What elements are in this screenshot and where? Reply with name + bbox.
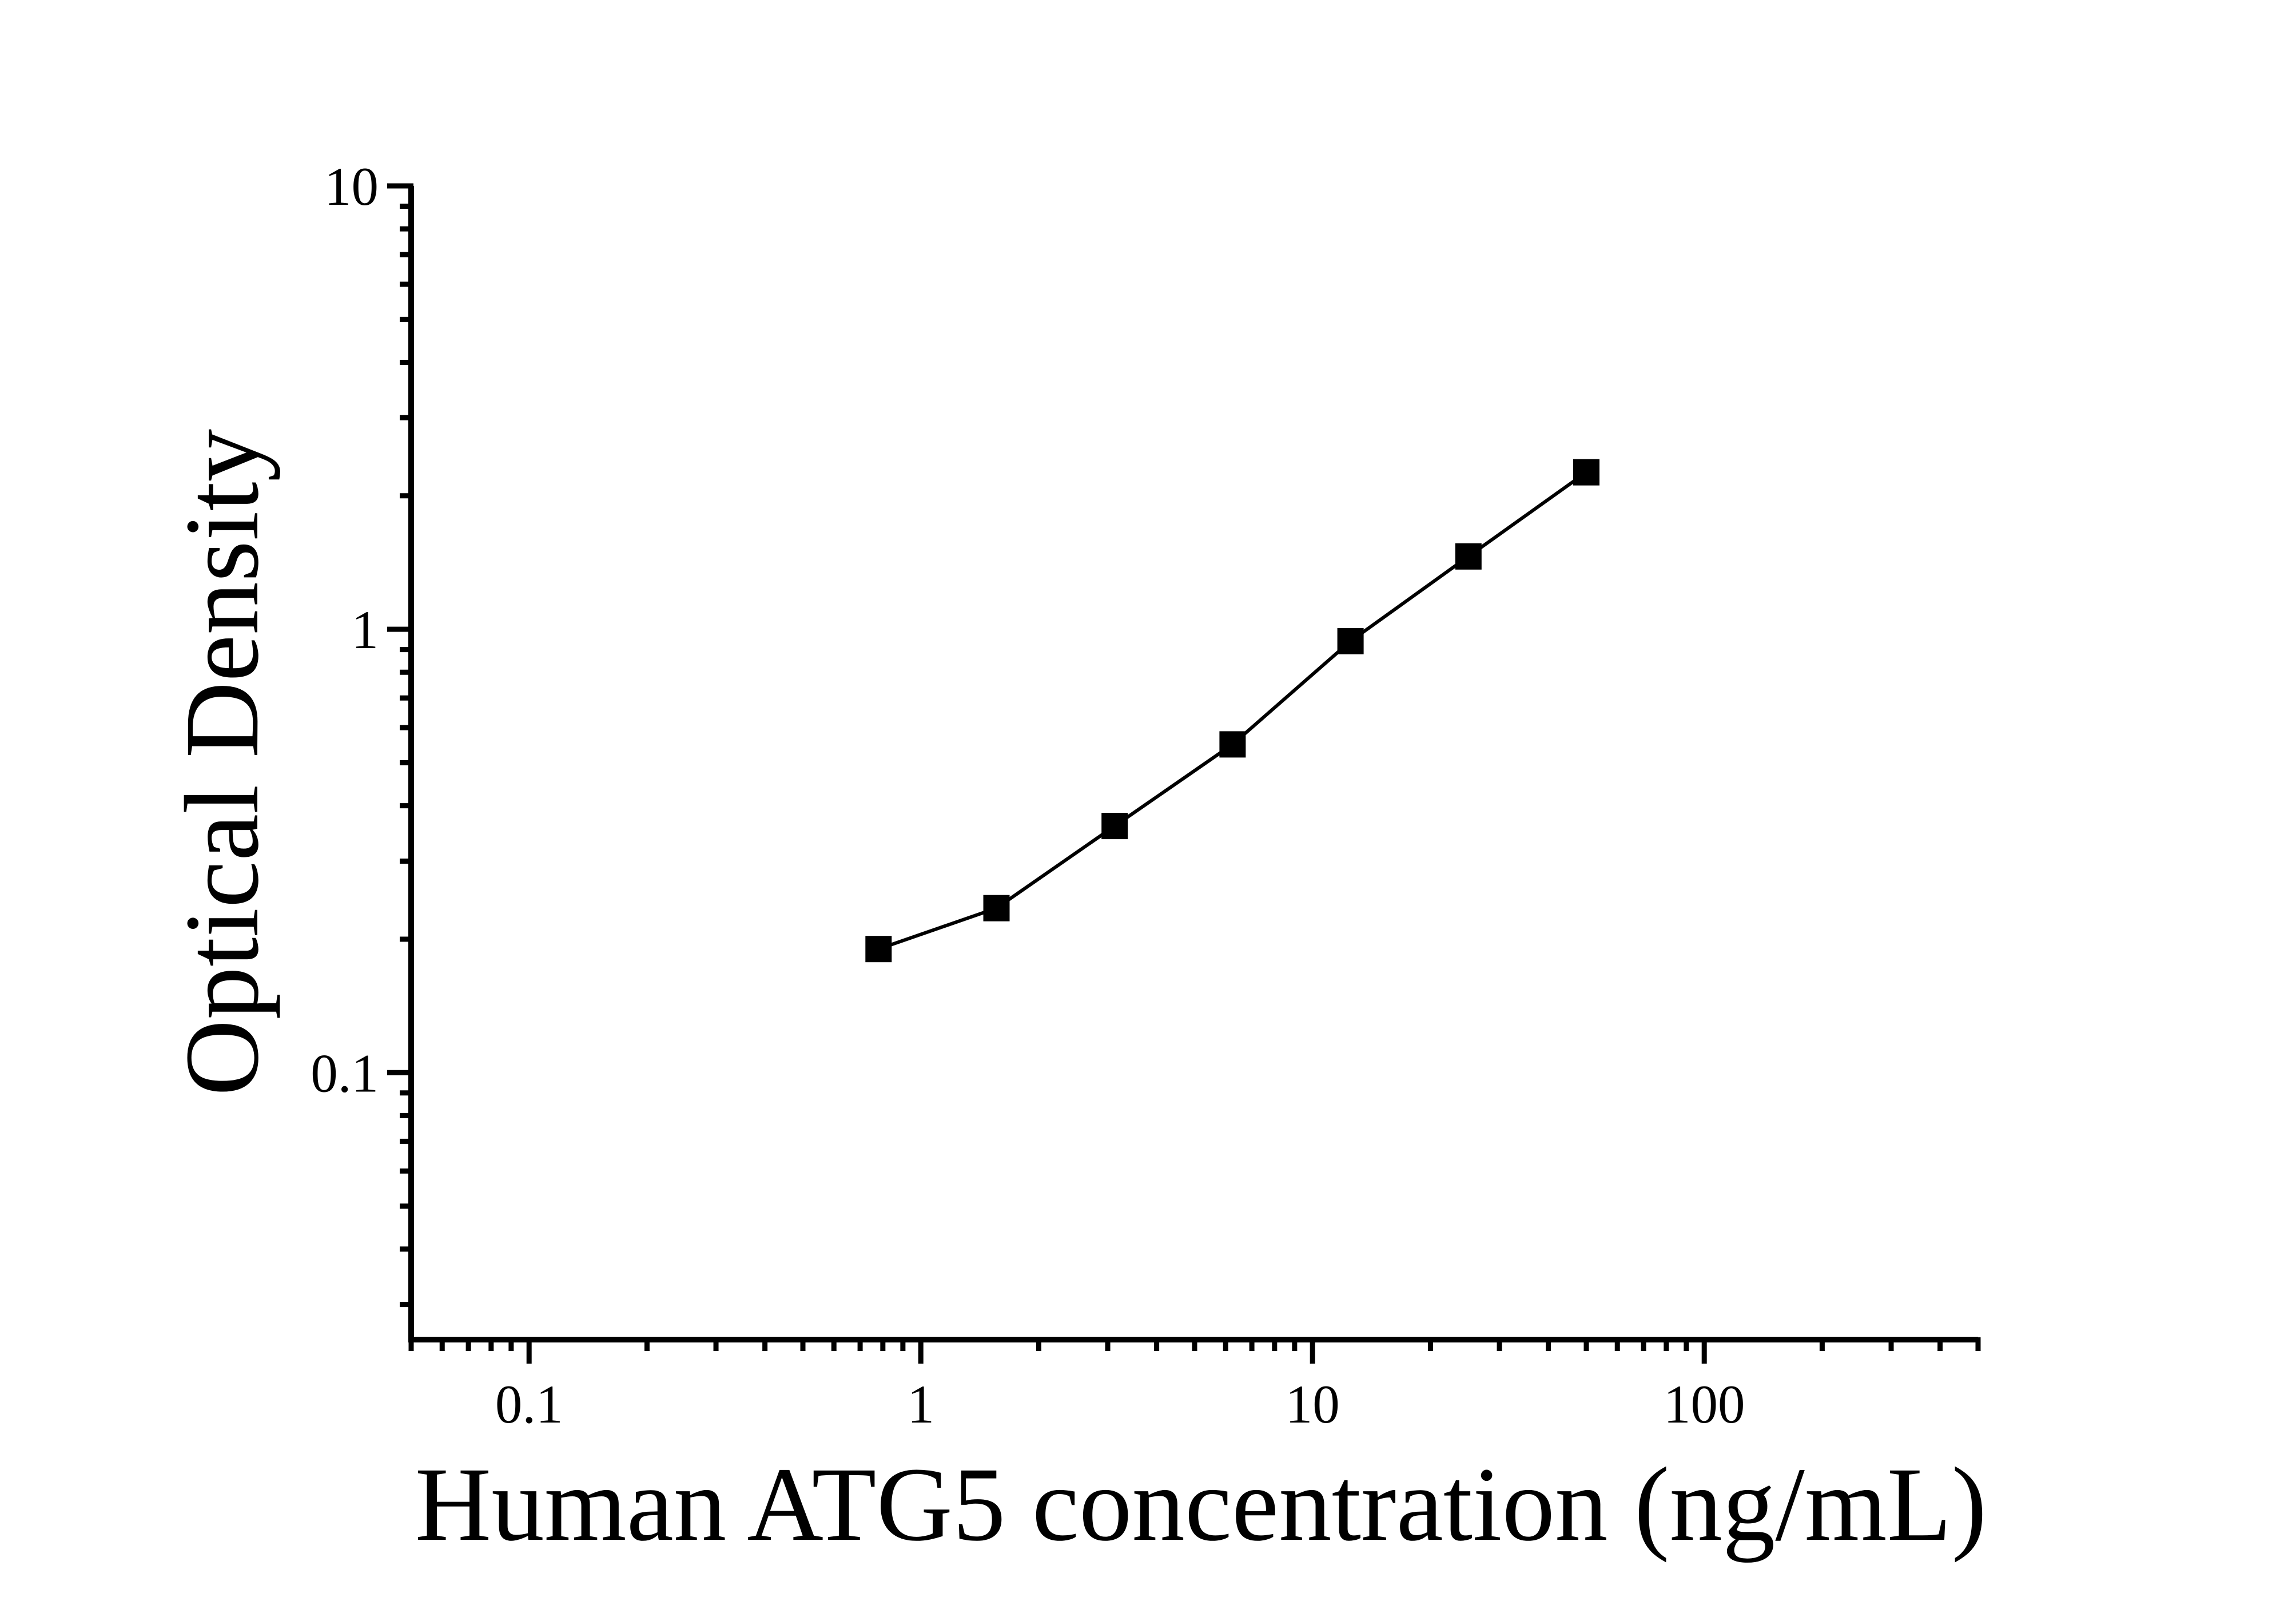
data-point-marker — [983, 895, 1010, 921]
x-tick-label-2: 10 — [1286, 1374, 1340, 1435]
x-tick-label-3: 100 — [1664, 1374, 1745, 1435]
y-axis-ticks — [387, 183, 413, 1308]
data-point-marker — [1573, 459, 1599, 486]
y-tick-label-2: 0.1 — [311, 1043, 379, 1103]
standard-curve-points — [865, 459, 1599, 963]
x-axis-title: Human ATG5 concentration (ng/mL) — [415, 1446, 1987, 1563]
data-point-marker — [1219, 731, 1246, 758]
y-tick-label-0: 10 — [324, 156, 379, 217]
data-point-marker — [1337, 628, 1364, 654]
data-point-marker — [1101, 813, 1128, 840]
x-tick-label-0: 0.1 — [495, 1374, 563, 1435]
x-axis-ticks — [408, 1337, 1981, 1364]
y-axis-tick-labels: 10 1 0.1 — [311, 156, 379, 1103]
y-tick-label-1: 1 — [352, 599, 379, 660]
y-axis-title: Optical Density — [164, 429, 281, 1096]
x-axis-tick-labels: 0.1 1 10 100 — [495, 1374, 1745, 1435]
data-point-marker — [1455, 543, 1482, 570]
x-tick-label-1: 1 — [907, 1374, 934, 1435]
data-point-marker — [865, 936, 892, 963]
